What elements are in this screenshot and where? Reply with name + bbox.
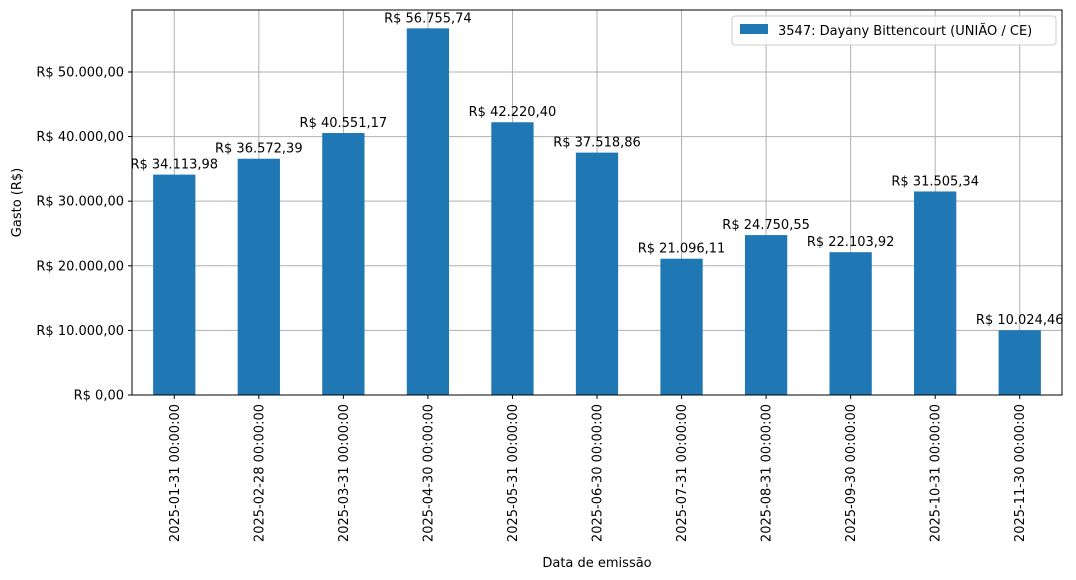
- y-tick-label: R$ 0,00: [74, 389, 124, 404]
- bar: [998, 330, 1041, 395]
- x-tick-label: 2025-03-31 00:00:00: [337, 404, 352, 542]
- y-axis-title: Gasto (R$): [10, 168, 25, 237]
- bar-value-label: R$ 42.220,40: [469, 105, 557, 120]
- x-tick-label: 2025-08-31 00:00:00: [760, 404, 775, 542]
- bar: [153, 174, 196, 395]
- bar-value-label: R$ 10.024,46: [976, 313, 1064, 328]
- legend-box: [731, 15, 1057, 46]
- bars: [153, 28, 1041, 396]
- bar: [660, 258, 703, 395]
- x-tick-label: 2025-07-31 00:00:00: [675, 404, 690, 542]
- y-tick-label: R$ 40.000,00: [36, 130, 124, 145]
- bar: [829, 252, 872, 395]
- bar-value-label: R$ 37.518,86: [553, 136, 641, 151]
- y-tick-label: R$ 50.000,00: [36, 65, 124, 80]
- y-tick-label: R$ 30.000,00: [36, 195, 124, 210]
- legend: 3547: Dayany Bittencourt (UNIÃO / CE): [731, 15, 1057, 46]
- bar: [744, 235, 788, 395]
- bar: [491, 122, 534, 396]
- bar: [322, 133, 365, 395]
- bar-value-label: R$ 24.750,55: [722, 218, 810, 233]
- y-axis: R$ 0,00 R$ 10.000,00 R$ 20.000,00 R$ 30.000…: [36, 65, 132, 404]
- x-tick-label: 2025-06-30 00:00:00: [591, 404, 606, 542]
- x-tick-label: 2025-09-30 00:00:00: [844, 404, 859, 542]
- legend-swatch: [740, 24, 768, 34]
- bar: [575, 152, 619, 395]
- bar: [237, 158, 280, 395]
- bar-value-label: R$ 40.551,17: [300, 116, 388, 131]
- y-tick-label: R$ 10.000,00: [36, 324, 124, 339]
- y-tick-label: R$ 20.000,00: [36, 259, 124, 274]
- x-tick-label: 2025-01-31 00:00:00: [168, 404, 183, 542]
- x-tick-label: 2025-04-30 00:00:00: [421, 404, 436, 542]
- bar-value-label: R$ 31.505,34: [891, 174, 979, 189]
- bar-value-label: R$ 21.096,11: [638, 242, 726, 257]
- x-tick-label: 2025-02-28 00:00:00: [252, 404, 267, 542]
- bar-value-label: R$ 34.113,98: [130, 158, 218, 173]
- x-axis-title: Data de emissão: [542, 556, 651, 571]
- bar-value-labels: R$ 34.113,98R$ 36.572,39 R$ 40.551,17 R$ 5…: [130, 11, 1063, 328]
- x-tick-label: 2025-05-31 00:00:00: [506, 404, 521, 542]
- bar: [406, 28, 450, 396]
- bar-value-label: R$ 22.103,92: [807, 235, 895, 250]
- x-tick-label: 2025-10-31 00:00:00: [929, 404, 944, 542]
- bar: [914, 191, 957, 395]
- bar-value-label: R$ 56.755,74: [384, 11, 472, 26]
- bar-value-label: R$ 36.572,39: [215, 142, 303, 157]
- x-tick-label: 2025-11-30 00:00:00: [1013, 404, 1028, 542]
- x-axis: 2025-01-31 00:00:00 2025-02-28 00:00:00 20…: [168, 395, 1028, 542]
- legend-label: 3547: Dayany Bittencourt (UNIÃO / CE): [778, 23, 1032, 39]
